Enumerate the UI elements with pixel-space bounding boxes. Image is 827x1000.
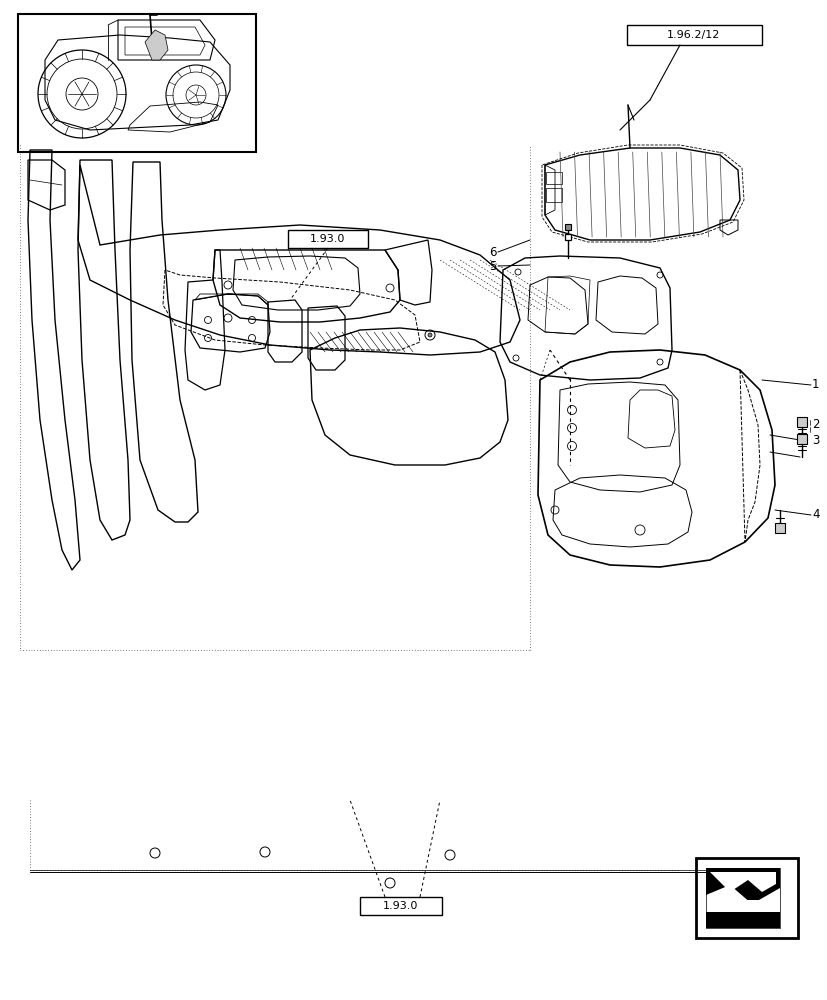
- Polygon shape: [705, 868, 779, 904]
- Text: 1.93.0: 1.93.0: [310, 234, 345, 244]
- FancyBboxPatch shape: [18, 14, 256, 152]
- FancyBboxPatch shape: [288, 230, 367, 248]
- FancyBboxPatch shape: [545, 172, 562, 184]
- FancyBboxPatch shape: [626, 25, 761, 45]
- Text: 3: 3: [811, 434, 819, 448]
- Polygon shape: [709, 872, 775, 892]
- Polygon shape: [705, 868, 779, 928]
- Text: 1.93.0: 1.93.0: [383, 901, 418, 911]
- Text: 5: 5: [489, 259, 496, 272]
- Text: 1.96.2/12: 1.96.2/12: [667, 30, 719, 40]
- Text: 4: 4: [811, 508, 819, 522]
- Text: 6: 6: [489, 245, 496, 258]
- Polygon shape: [145, 30, 168, 60]
- FancyBboxPatch shape: [545, 188, 562, 202]
- Text: 2: 2: [811, 418, 819, 430]
- FancyBboxPatch shape: [360, 897, 442, 915]
- Polygon shape: [711, 900, 759, 910]
- Text: 1: 1: [811, 378, 819, 391]
- FancyBboxPatch shape: [696, 858, 797, 938]
- Circle shape: [428, 333, 432, 337]
- Polygon shape: [705, 912, 779, 928]
